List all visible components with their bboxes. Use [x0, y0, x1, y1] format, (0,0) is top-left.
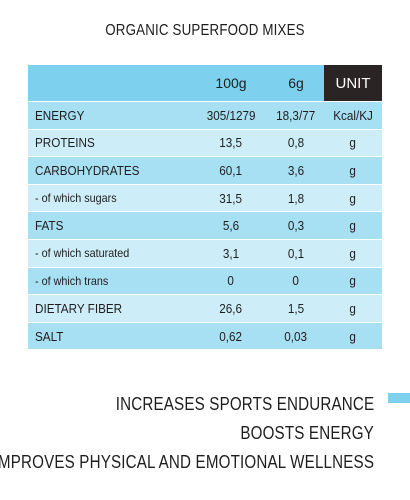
row-label: DIETARY FIBER: [35, 295, 132, 322]
row-label-text: PROTEINS: [35, 135, 95, 151]
row-label-text: ENERGY: [35, 107, 85, 123]
table-body: ENERGY 305/1279 18,3/77 Kcal/KJ PROTEINS 13,5…: [28, 101, 382, 350]
table-row: PROTEINS 13,5 0,8 g: [28, 128, 382, 157]
row-value-6g: 0,1: [268, 240, 324, 267]
accent-bar: [388, 393, 410, 403]
row-value-6g-text: 0,1: [287, 245, 305, 261]
row-label: CARBOHYDRATES: [35, 157, 151, 184]
row-value-100g: 13,5: [194, 130, 268, 157]
row-label-text: - of which trans: [35, 273, 109, 288]
row-unit: g: [324, 212, 382, 239]
row-unit-text: g: [349, 300, 357, 316]
row-label: SALT: [35, 323, 67, 350]
row-unit-text: g: [349, 135, 357, 151]
page-title: ORGANIC SUPERFOOD MIXES: [105, 22, 305, 39]
row-label-text: CARBOHYDRATES: [35, 162, 140, 178]
row-label: ENERGY: [35, 102, 90, 129]
row-unit-text: g: [349, 245, 357, 261]
row-value-100g-text: 13,5: [219, 135, 243, 151]
row-value-6g-text: 18,3/77: [276, 107, 316, 123]
row-value-100g-text: 5,6: [222, 218, 240, 234]
table-row: - of which saturated 3,1 0,1 g: [28, 238, 382, 267]
row-value-6g: 0: [268, 268, 324, 295]
row-unit-text: g: [349, 273, 357, 289]
table-row: - of which trans 0 0 g: [28, 266, 382, 295]
row-value-100g-text: 26,6: [219, 300, 243, 316]
row-unit: g: [324, 268, 382, 295]
row-value-100g-text: 305/1279: [206, 107, 256, 123]
row-unit-text: Kcal/KJ: [333, 107, 373, 123]
row-label: - of which trans: [35, 268, 116, 295]
row-unit: g: [324, 323, 382, 350]
row-value-100g: 60,1: [194, 157, 268, 184]
table-row: ENERGY 305/1279 18,3/77 Kcal/KJ: [28, 101, 382, 129]
row-unit-text: g: [349, 328, 357, 344]
table-header-row: 100g 6g UNIT: [28, 65, 382, 101]
row-label-text: DIETARY FIBER: [35, 300, 123, 316]
row-value-6g-text: 0: [292, 273, 300, 289]
row-value-6g: 1,5: [268, 295, 324, 322]
claim-energy: BOOSTS ENERGY: [240, 422, 374, 443]
row-unit: Kcal/KJ: [324, 102, 382, 129]
row-value-6g: 3,6: [268, 157, 324, 184]
row-unit: g: [324, 130, 382, 157]
row-value-6g-text: 0,8: [287, 135, 305, 151]
header-6g: 6g: [288, 75, 304, 91]
table-row: - of which sugars 31,5 1,8 g: [28, 183, 382, 212]
row-label-text: - of which saturated: [35, 246, 130, 261]
row-value-6g-text: 1,5: [287, 300, 305, 316]
table-row: DIETARY FIBER 26,6 1,5 g: [28, 294, 382, 322]
row-value-100g-text: 3,1: [222, 245, 240, 261]
row-value-6g-text: 1,8: [287, 190, 305, 206]
claim-wellness: IMPROVES PHYSICAL AND EMOTIONAL WELLNESS: [0, 451, 374, 472]
row-label-text: SALT: [35, 328, 64, 344]
row-value-100g-text: 0: [227, 273, 235, 289]
row-value-100g-text: 0,62: [219, 328, 243, 344]
row-unit-text: g: [349, 218, 357, 234]
row-value-6g: 18,3/77: [268, 102, 324, 129]
row-value-100g: 305/1279: [194, 102, 268, 129]
row-value-100g-text: 31,5: [219, 190, 243, 206]
row-value-100g: 3,1: [194, 240, 268, 267]
row-label-text: FATS: [35, 218, 64, 234]
row-label-text: - of which sugars: [35, 191, 117, 206]
row-unit: g: [324, 295, 382, 322]
row-unit: g: [324, 185, 382, 212]
row-value-100g-text: 60,1: [219, 162, 243, 178]
row-value-100g: 31,5: [194, 185, 268, 212]
row-value-100g: 0,62: [194, 323, 268, 350]
row-unit-text: g: [349, 162, 357, 178]
row-value-6g: 0,3: [268, 212, 324, 239]
row-label: - of which sugars: [35, 185, 126, 212]
row-unit: g: [324, 157, 382, 184]
header-unit: UNIT: [324, 65, 382, 101]
nutrition-table: 100g 6g UNIT ENERGY 305/1279 18,3/77 Kcal/K…: [28, 65, 382, 350]
row-label: FATS: [35, 212, 67, 239]
table-row: CARBOHYDRATES 60,1 3,6 g: [28, 156, 382, 184]
row-label: PROTEINS: [35, 130, 101, 157]
row-value-100g: 0: [194, 268, 268, 295]
row-unit-text: g: [349, 190, 357, 206]
row-unit: g: [324, 240, 382, 267]
claim-endurance: INCREASES SPORTS ENDURANCE: [115, 393, 374, 414]
row-value-6g: 1,8: [268, 185, 324, 212]
table-row: SALT 0,62 0,03 g: [28, 321, 382, 350]
row-value-6g-text: 0,03: [284, 328, 308, 344]
row-value-100g: 5,6: [194, 212, 268, 239]
row-value-6g: 0,03: [268, 323, 324, 350]
row-value-100g: 26,6: [194, 295, 268, 322]
table-row: FATS 5,6 0,3 g: [28, 211, 382, 239]
row-value-6g-text: 3,6: [287, 162, 305, 178]
row-label: - of which saturated: [35, 240, 140, 267]
header-100g: 100g: [215, 75, 247, 91]
row-value-6g-text: 0,3: [287, 218, 305, 234]
row-value-6g: 0,8: [268, 130, 324, 157]
